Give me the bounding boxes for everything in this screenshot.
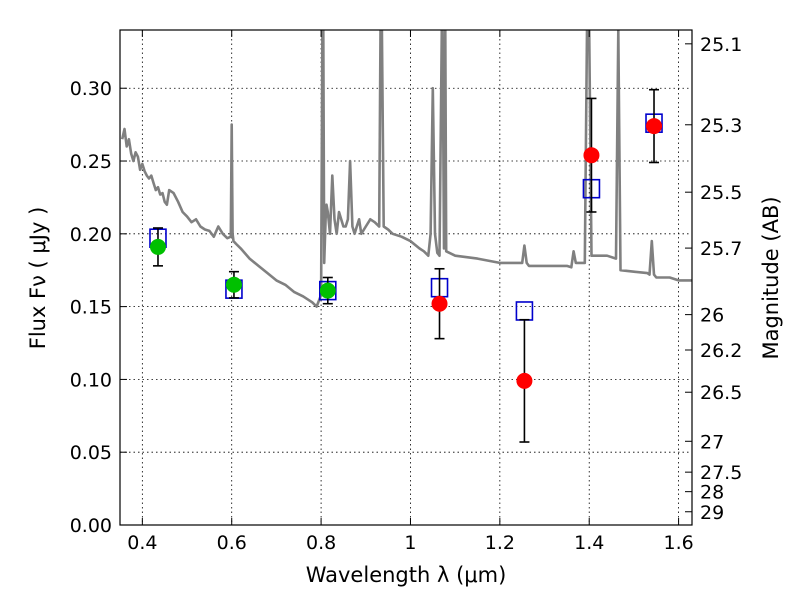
y-axis-title: Flux Fν ( μJy ) bbox=[26, 207, 50, 350]
observed-point bbox=[516, 372, 533, 389]
x-tick-label: 0.8 bbox=[306, 532, 336, 554]
right-tick-label: 25.1 bbox=[700, 34, 742, 56]
right-tick-label: 26.5 bbox=[700, 382, 742, 404]
observed-point bbox=[319, 282, 336, 299]
x-tick-label: 1.6 bbox=[663, 532, 693, 554]
data-layer bbox=[120, 30, 692, 443]
y-tick-label: 0.05 bbox=[70, 442, 112, 464]
right-axis-title: Magnitude (AB) bbox=[759, 196, 783, 359]
model-sed-line bbox=[120, 30, 692, 308]
right-tick-label: 27.5 bbox=[700, 462, 742, 484]
observed-point bbox=[583, 147, 600, 164]
x-tick-label: 0.4 bbox=[127, 532, 157, 554]
x-tick-label: 1 bbox=[404, 532, 416, 554]
right-tick-label: 29 bbox=[700, 502, 724, 524]
y-tick-label: 0.10 bbox=[70, 369, 112, 391]
y-tick-label: 0.25 bbox=[70, 151, 112, 173]
right-tick-label: 25.7 bbox=[700, 238, 742, 260]
observed-point bbox=[431, 295, 448, 312]
observed-point bbox=[225, 276, 242, 293]
right-tick-label: 26 bbox=[700, 305, 724, 327]
y-tick-label: 0.20 bbox=[70, 224, 112, 246]
observed-point bbox=[646, 118, 663, 135]
ticks: 0.4 0.6 0.8 1 1.2 1.4 1.6 0.00 0.05 0.10 0.15 0.20 0… bbox=[70, 30, 742, 554]
right-tick-label: 25.3 bbox=[700, 115, 742, 137]
x-tick-label: 0.6 bbox=[217, 532, 247, 554]
right-tick-label: 25.5 bbox=[700, 182, 742, 204]
y-tick-label: 0.15 bbox=[70, 297, 112, 319]
model-photometry-square bbox=[515, 301, 534, 321]
observed-point bbox=[149, 238, 166, 255]
right-tick-label: 27 bbox=[700, 431, 724, 453]
right-tick-label: 26.2 bbox=[700, 340, 742, 362]
y-tick-label: 0.00 bbox=[70, 515, 112, 537]
grid bbox=[120, 30, 692, 525]
x-axis-title: Wavelength λ (μm) bbox=[306, 563, 507, 587]
x-tick-label: 1.4 bbox=[574, 532, 604, 554]
plot-frame bbox=[119, 29, 693, 526]
y-tick-label: 0.30 bbox=[70, 78, 112, 100]
right-tick-label: 28 bbox=[700, 482, 724, 504]
x-tick-label: 1.2 bbox=[485, 532, 515, 554]
